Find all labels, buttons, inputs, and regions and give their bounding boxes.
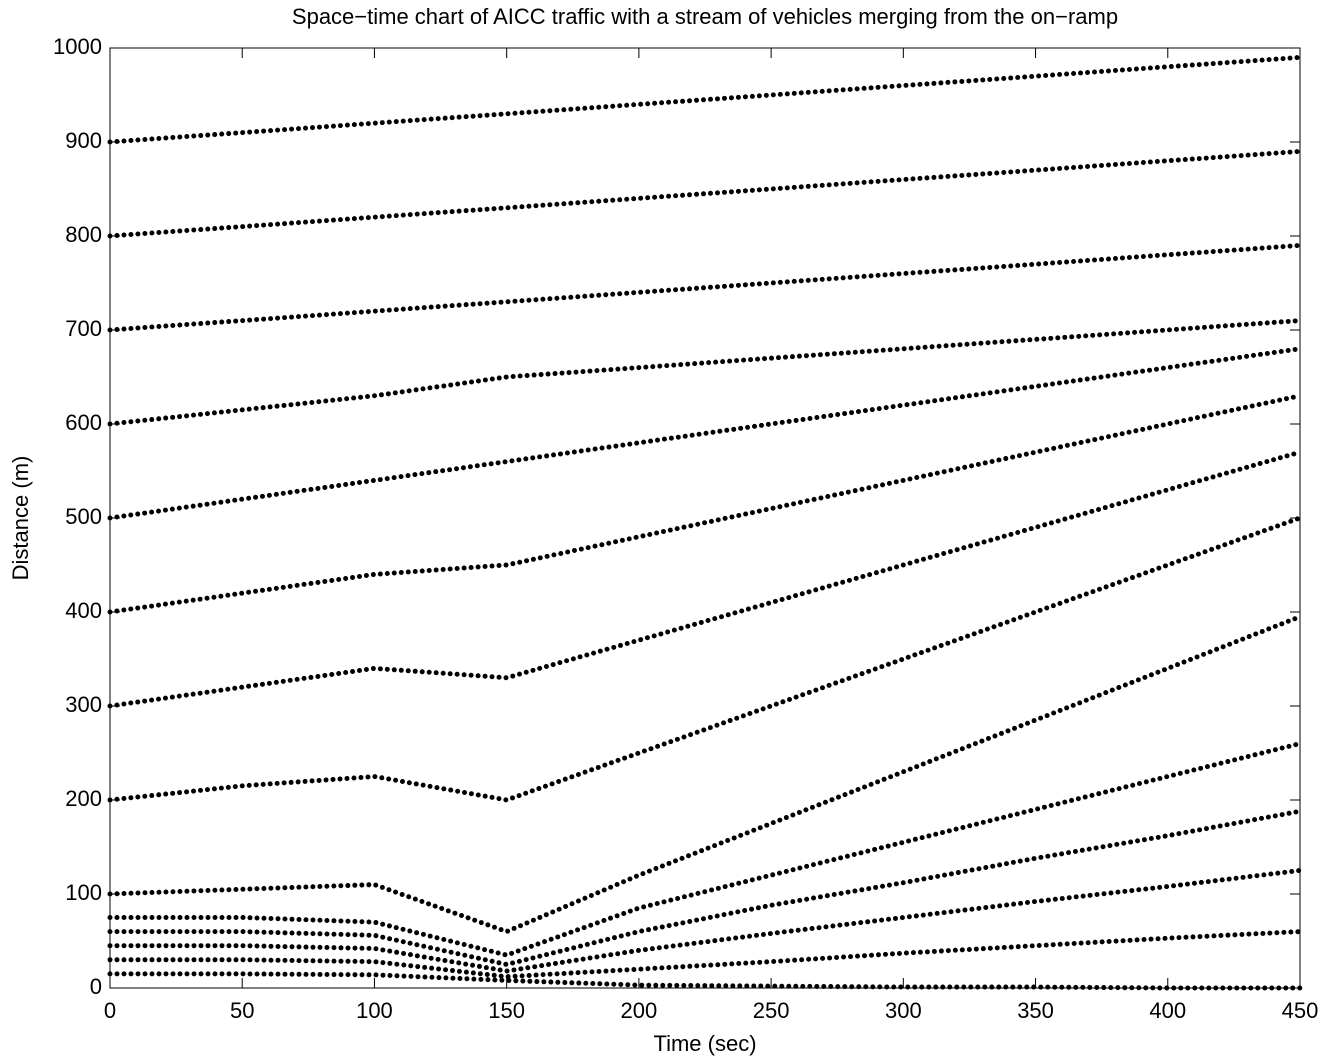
x-tick-label: 350 [1017,998,1054,1023]
x-axis-label: Time (sec) [653,1031,756,1056]
y-tick-label: 0 [90,974,102,999]
x-tick-label: 50 [230,998,254,1023]
trajectory [107,929,1303,980]
x-tick-label: 150 [488,998,525,1023]
trajectory [107,318,1303,427]
trajectory [107,393,1303,615]
x-tick-label: 400 [1149,998,1186,1023]
x-tick-label: 250 [753,998,790,1023]
trajectory [107,148,1303,239]
y-tick-label: 900 [65,128,102,153]
trajectory [107,808,1303,968]
x-tick-label: 450 [1282,998,1319,1023]
x-tick-label: 200 [621,998,658,1023]
x-tick-label: 300 [885,998,922,1023]
y-tick-label: 700 [65,316,102,341]
y-tick-label: 300 [65,692,102,717]
x-tick-label: 0 [104,998,116,1023]
y-tick-label: 1000 [53,34,102,59]
trajectory [107,971,1303,991]
y-tick-label: 600 [65,410,102,435]
y-tick-label: 400 [65,598,102,623]
y-tick-label: 800 [65,222,102,247]
trajectory [107,614,1303,935]
trajectory [107,54,1303,145]
y-tick-label: 500 [65,504,102,529]
trajectory [107,346,1303,521]
y-tick-label: 200 [65,786,102,811]
x-tick-label: 100 [356,998,393,1023]
chart-title: Space−time chart of AICC traffic with a … [292,4,1118,29]
y-tick-label: 100 [65,880,102,905]
trajectory [107,868,1303,974]
trajectory [107,515,1303,803]
trajectory [107,741,1303,958]
y-axis-label: Distance (m) [8,456,33,581]
trajectory [107,242,1303,333]
